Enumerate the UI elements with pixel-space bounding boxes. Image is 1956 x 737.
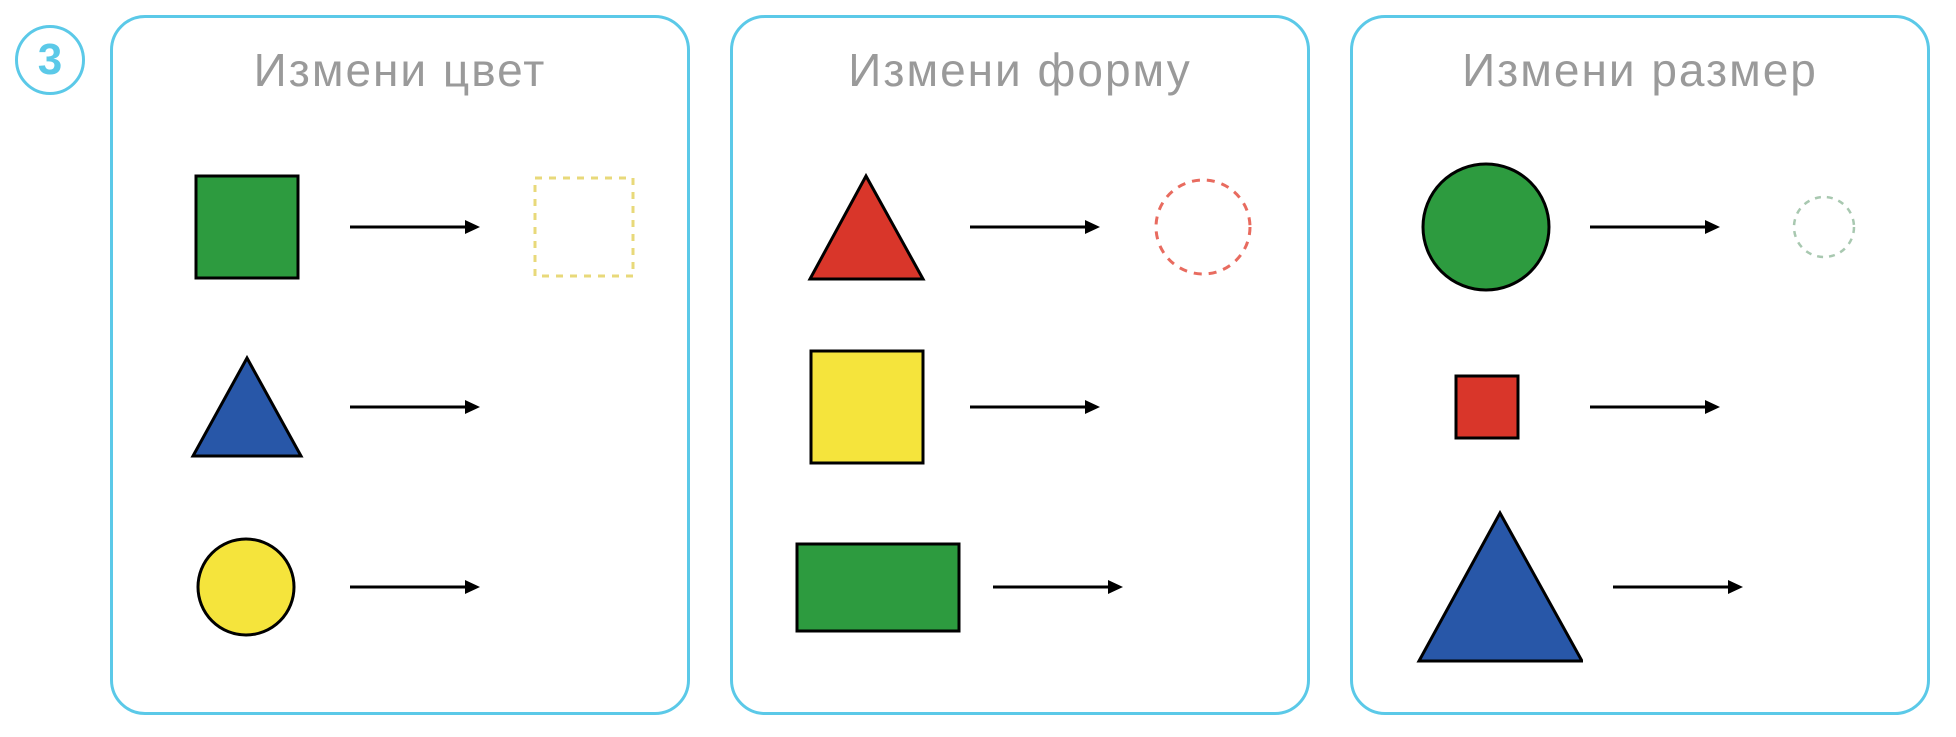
panel-title: Измени размер bbox=[1383, 43, 1897, 97]
rectangle-icon bbox=[793, 540, 963, 635]
shape-row bbox=[1383, 137, 1897, 317]
shape-left bbox=[1413, 160, 1560, 295]
panel-size: Измени размер bbox=[1350, 15, 1930, 715]
panel-title: Измени форму bbox=[763, 43, 1277, 97]
circle-dashed-icon bbox=[1789, 192, 1859, 262]
arrow-icon bbox=[345, 392, 485, 422]
shape-left bbox=[1413, 372, 1560, 442]
triangle-icon bbox=[804, 170, 929, 285]
panel-title: Измени цвет bbox=[143, 43, 657, 97]
triangle-icon bbox=[187, 352, 307, 462]
arrow-icon bbox=[345, 572, 485, 602]
panels-container: Измени цвет bbox=[110, 15, 1930, 715]
arrow-icon bbox=[1585, 212, 1725, 242]
arrow-icon bbox=[1585, 392, 1725, 422]
exercise-number-text: 3 bbox=[38, 35, 62, 85]
shape-row bbox=[763, 497, 1277, 677]
shape-row bbox=[1383, 497, 1897, 677]
shape-left bbox=[793, 170, 940, 285]
circle-dashed-icon bbox=[1151, 175, 1256, 280]
square-icon bbox=[192, 172, 302, 282]
shape-row bbox=[143, 137, 657, 317]
shape-left bbox=[1413, 507, 1583, 667]
square-icon bbox=[807, 347, 927, 467]
panel-shape: Измени форму bbox=[730, 15, 1310, 715]
shape-left bbox=[173, 172, 320, 282]
shape-row bbox=[143, 497, 657, 677]
circle-icon bbox=[194, 535, 299, 640]
triangle-icon bbox=[1413, 507, 1583, 667]
shape-left bbox=[173, 352, 320, 462]
shape-row bbox=[143, 317, 657, 497]
shape-right bbox=[1130, 175, 1277, 280]
shape-left bbox=[793, 347, 940, 467]
arrow-icon bbox=[345, 212, 485, 242]
shape-right bbox=[1750, 192, 1897, 262]
square-icon bbox=[1452, 372, 1522, 442]
shape-row bbox=[1383, 317, 1897, 497]
shape-left bbox=[173, 535, 320, 640]
circle-icon bbox=[1419, 160, 1554, 295]
arrow-icon bbox=[988, 572, 1128, 602]
arrow-icon bbox=[965, 212, 1105, 242]
shape-right bbox=[510, 172, 657, 282]
panel-color: Измени цвет bbox=[110, 15, 690, 715]
arrow-icon bbox=[1608, 572, 1748, 602]
exercise-number: 3 bbox=[15, 25, 85, 95]
arrow-icon bbox=[965, 392, 1105, 422]
shape-row bbox=[763, 137, 1277, 317]
shape-left bbox=[793, 540, 963, 635]
square-dashed-icon bbox=[529, 172, 639, 282]
shape-row bbox=[763, 317, 1277, 497]
